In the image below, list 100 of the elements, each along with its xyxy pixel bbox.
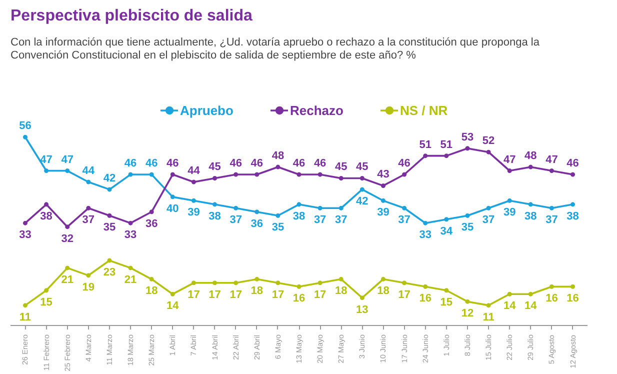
data-label: 45 — [208, 161, 221, 174]
point — [22, 220, 28, 226]
point — [86, 180, 91, 184]
data-label: 14 — [503, 300, 517, 312]
point — [86, 206, 91, 210]
point — [65, 168, 70, 174]
data-label: 14 — [166, 300, 180, 312]
data-label: 11 — [19, 311, 32, 324]
data-label: 17 — [272, 288, 284, 301]
data-label: 46 — [124, 158, 137, 170]
point — [170, 292, 175, 296]
data-label: 17 — [398, 288, 410, 301]
point — [191, 280, 196, 286]
data-label: 56 — [19, 120, 32, 132]
point — [444, 288, 449, 293]
data-label: 18 — [335, 285, 348, 298]
point — [380, 183, 386, 188]
point — [44, 202, 49, 207]
data-label: 44 — [82, 164, 96, 177]
data-label: 15 — [440, 296, 453, 308]
data-label: 37 — [314, 214, 326, 226]
point — [318, 206, 322, 210]
point — [380, 276, 386, 282]
data-label: 36 — [145, 218, 158, 230]
point — [296, 284, 302, 289]
point — [191, 198, 196, 203]
point — [549, 206, 554, 210]
data-label: 35 — [272, 222, 284, 234]
point — [570, 172, 576, 177]
data-label: 15 — [40, 296, 52, 308]
point — [338, 176, 344, 180]
point — [444, 154, 449, 158]
data-label: 19 — [82, 281, 95, 294]
chart-subtitle: Con la información que tiene actualmente, ¿Ud. votaría apruebo o rechazo a la constitución que proponga la Convención Constitucional en el plebiscito de salida de septiembre de este año? % — [10, 36, 540, 62]
data-label: 37 — [482, 214, 495, 226]
legend-label: NS / NR — [400, 102, 448, 118]
point — [170, 194, 175, 200]
data-label: 12 — [461, 308, 474, 320]
point — [276, 213, 280, 218]
data-label: 38 — [566, 210, 579, 222]
data-label: 46 — [145, 158, 158, 170]
data-label: 33 — [419, 229, 432, 242]
data-label: 46 — [250, 158, 264, 170]
point — [170, 172, 175, 177]
data-label: 37 — [82, 214, 95, 226]
point — [149, 210, 154, 214]
data-label: 16 — [566, 292, 579, 305]
point — [65, 224, 70, 230]
data-label: 44 — [188, 164, 201, 177]
point — [486, 303, 491, 308]
point — [507, 168, 512, 174]
point — [22, 303, 28, 308]
point — [254, 210, 260, 214]
point — [191, 180, 196, 184]
data-label: 52 — [482, 135, 495, 148]
data-label: 46 — [166, 158, 179, 170]
data-label: 47 — [503, 154, 516, 166]
point — [107, 187, 112, 192]
data-label: 16 — [419, 292, 432, 305]
point — [360, 187, 364, 192]
point — [549, 284, 554, 289]
point — [318, 172, 322, 177]
data-label: 18 — [377, 285, 390, 298]
point — [318, 280, 322, 286]
data-label: 38 — [524, 210, 537, 222]
data-label: 48 — [272, 150, 284, 162]
data-label: 13 — [356, 304, 368, 316]
point — [465, 299, 470, 304]
point — [507, 198, 512, 203]
point — [423, 220, 428, 226]
data-label: 47 — [40, 154, 52, 166]
point — [507, 292, 512, 296]
data-label: 37 — [546, 214, 558, 226]
data-label: 16 — [546, 292, 558, 305]
data-label: 21 — [61, 274, 74, 286]
point — [296, 202, 302, 207]
point — [44, 288, 49, 293]
data-label: 17 — [230, 288, 242, 301]
point — [465, 213, 470, 218]
data-label: 46 — [566, 158, 579, 170]
point — [276, 164, 280, 170]
point — [465, 146, 470, 151]
point — [149, 276, 154, 282]
data-label: 43 — [377, 168, 390, 181]
data-label: 45 — [335, 161, 348, 174]
data-label: 39 — [377, 206, 390, 219]
data-label: 16 — [292, 292, 306, 305]
data-label: 35 — [461, 222, 474, 234]
data-label: 34 — [440, 225, 454, 238]
point — [423, 154, 428, 158]
point — [338, 276, 344, 282]
point — [402, 280, 407, 286]
data-label: 51 — [440, 138, 453, 151]
point — [234, 280, 238, 286]
data-label: 47 — [61, 154, 74, 166]
data-label: 18 — [250, 285, 264, 298]
data-label: 45 — [356, 161, 368, 174]
point — [128, 172, 133, 177]
data-label: 40 — [166, 202, 179, 215]
point — [528, 164, 533, 170]
